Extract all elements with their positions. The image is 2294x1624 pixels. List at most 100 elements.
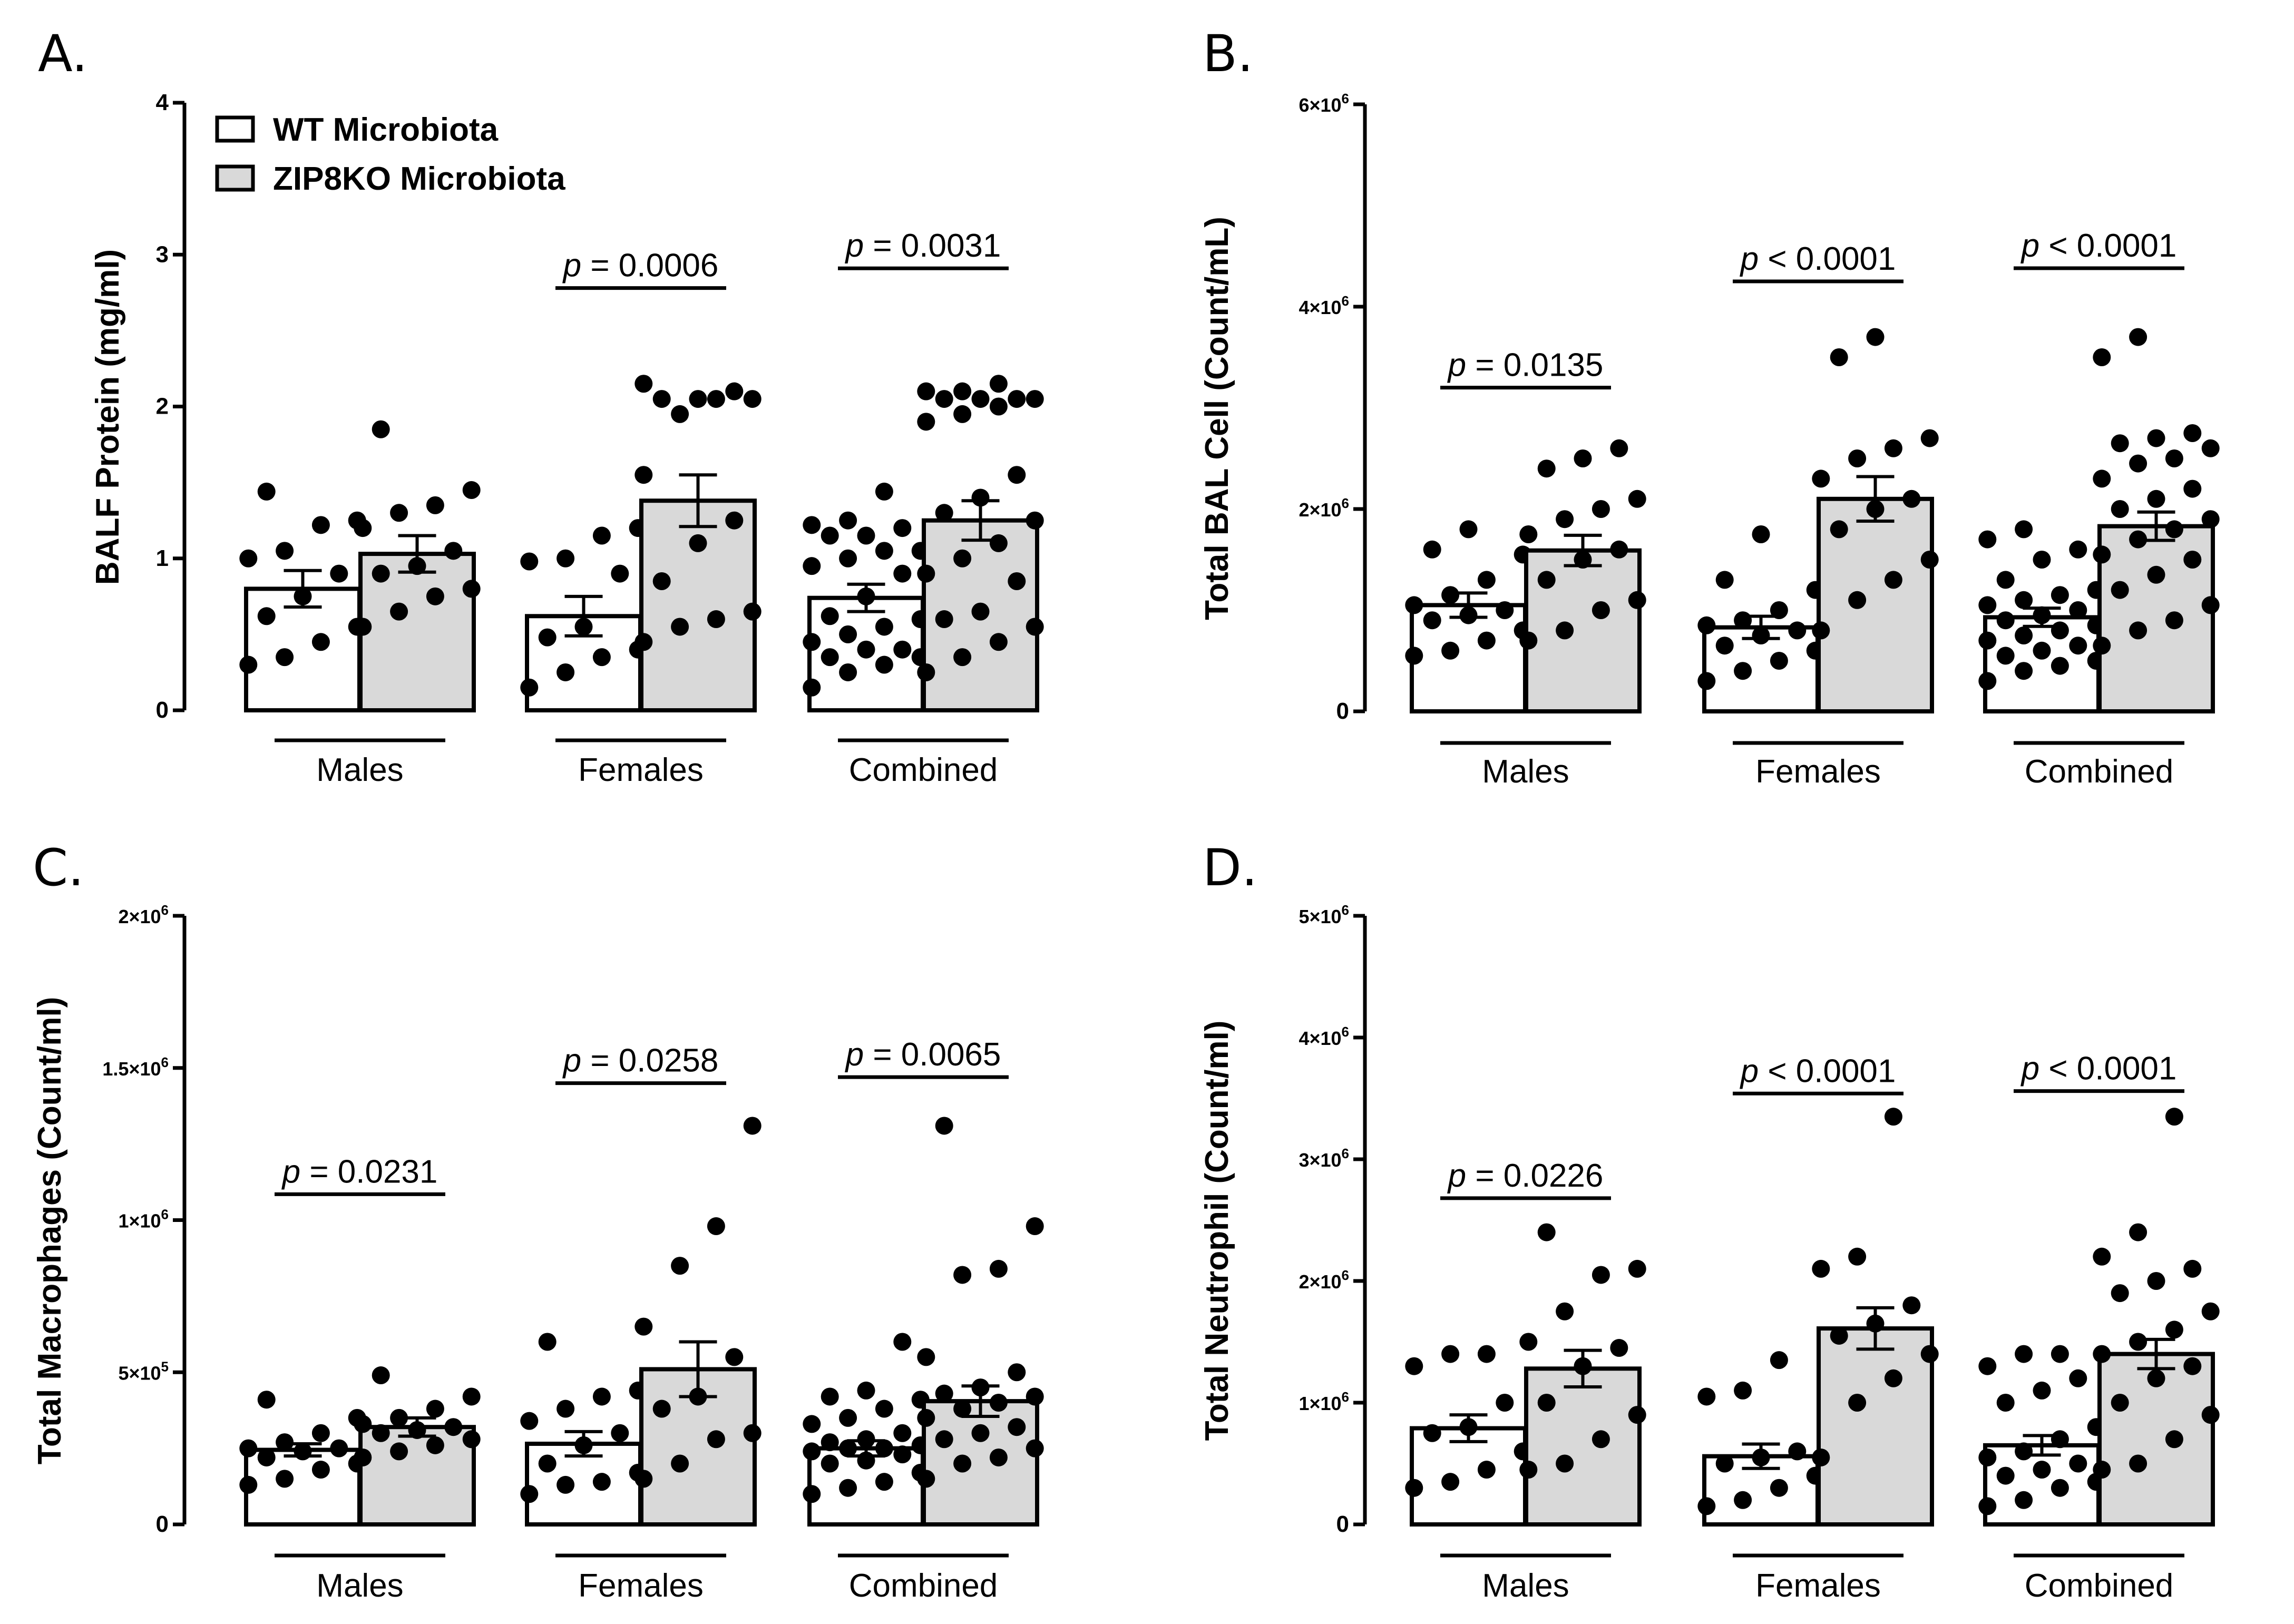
data-point: [671, 1454, 689, 1473]
data-point: [971, 1424, 990, 1442]
data-point: [935, 610, 953, 629]
data-point: [857, 587, 875, 605]
data-point: [1441, 1345, 1460, 1363]
legend-swatch: [215, 115, 255, 143]
data-point: [1978, 1497, 1997, 1515]
data-point: [239, 549, 258, 568]
data-point: [390, 1442, 408, 1461]
data-point: [989, 1394, 1008, 1412]
data-point: [1477, 1345, 1496, 1363]
data-point: [2111, 1394, 2129, 1412]
bar: [639, 498, 757, 713]
data-point: [2051, 586, 2069, 604]
data-point: [1788, 621, 1807, 640]
data-point: [689, 1387, 707, 1406]
y-tick-label: 4×106: [1299, 293, 1349, 318]
data-point: [257, 607, 276, 625]
data-point: [1537, 571, 1556, 589]
y-tick-label: 2×106: [1299, 495, 1349, 521]
data-point: [1628, 591, 1646, 609]
data-point: [1026, 1217, 1044, 1236]
panel-letter: B.: [1203, 24, 1253, 83]
data-point: [953, 382, 972, 400]
p-value-label: p < 0.0001: [2020, 228, 2177, 264]
group-label: Females: [1755, 1568, 1881, 1604]
data-point: [2129, 1333, 2147, 1351]
p-value-label: p = 0.0135: [1447, 347, 1604, 384]
data-point: [857, 640, 875, 659]
y-tick-label: 1×106: [118, 1207, 169, 1232]
data-point: [803, 678, 821, 697]
data-point: [2015, 627, 2033, 644]
data-point: [1848, 1247, 1867, 1266]
data-point: [893, 1333, 912, 1351]
data-point: [989, 397, 1008, 416]
data-point: [875, 482, 893, 501]
group-label: Combined: [849, 1568, 998, 1604]
data-point: [2069, 540, 2087, 559]
y-tick-label: 3×106: [1299, 1146, 1349, 1171]
data-point: [839, 625, 857, 643]
data-point: [2165, 1108, 2183, 1126]
y-tick-label: 1×106: [1299, 1389, 1349, 1414]
data-point: [689, 534, 707, 552]
data-point: [1734, 1491, 1752, 1509]
data-point: [2033, 606, 2051, 624]
data-point: [2147, 1272, 2165, 1290]
data-point: [1770, 1479, 1788, 1497]
data-point: [839, 1439, 857, 1457]
chart-panel-b: B. 0 2×106 4×106 6×106 Total BAL Cell (Count/…: [1199, 24, 2220, 790]
data-point: [2093, 348, 2111, 366]
bar: [358, 1425, 476, 1527]
data-point: [557, 1475, 575, 1494]
data-point: [2033, 1381, 2051, 1400]
data-point: [1734, 1381, 1752, 1400]
data-point: [311, 1461, 330, 1479]
data-point: [821, 1433, 839, 1452]
data-point: [1884, 571, 1902, 589]
data-point: [953, 405, 972, 423]
data-point: [1459, 1418, 1478, 1436]
data-point: [1902, 1296, 1921, 1315]
panel-letter: D.: [1203, 838, 1257, 897]
data-point: [2033, 641, 2051, 660]
data-point: [875, 542, 893, 560]
data-point: [671, 618, 689, 636]
data-point: [743, 1117, 762, 1135]
data-point: [1734, 611, 1752, 630]
data-point: [917, 413, 935, 431]
data-point: [821, 526, 839, 545]
data-point: [689, 390, 707, 408]
data-point: [893, 1445, 912, 1464]
data-point: [1556, 1454, 1574, 1473]
data-point: [2183, 424, 2202, 442]
data-point: [2129, 530, 2147, 549]
data-point: [2201, 510, 2220, 529]
data-point: [1496, 601, 1514, 619]
data-point: [839, 511, 857, 530]
y-tick-label: 6×106: [1299, 91, 1349, 116]
data-point: [1592, 1266, 1610, 1284]
data-point: [1610, 439, 1628, 457]
data-point: [2165, 1430, 2183, 1449]
data-point: [989, 1448, 1008, 1466]
data-point: [294, 587, 312, 605]
data-point: [538, 1454, 557, 1473]
data-point: [276, 1470, 294, 1488]
data-point: [2147, 1369, 2165, 1387]
data-point: [634, 466, 653, 484]
p-value-label: p < 0.0001: [2020, 1051, 2177, 1087]
data-point: [1405, 1479, 1423, 1497]
data-point: [1477, 631, 1496, 650]
data-point: [803, 1442, 821, 1461]
data-point: [1026, 1387, 1044, 1406]
y-axis-label: BALF Protein (mg/ml): [90, 249, 126, 585]
data-point: [1026, 511, 1044, 530]
data-point: [408, 557, 426, 575]
data-point: [1752, 627, 1770, 644]
data-point: [803, 516, 821, 534]
data-point: [839, 1479, 857, 1497]
data-point: [1441, 641, 1460, 660]
data-point: [875, 1439, 893, 1457]
data-point: [1026, 1439, 1044, 1457]
